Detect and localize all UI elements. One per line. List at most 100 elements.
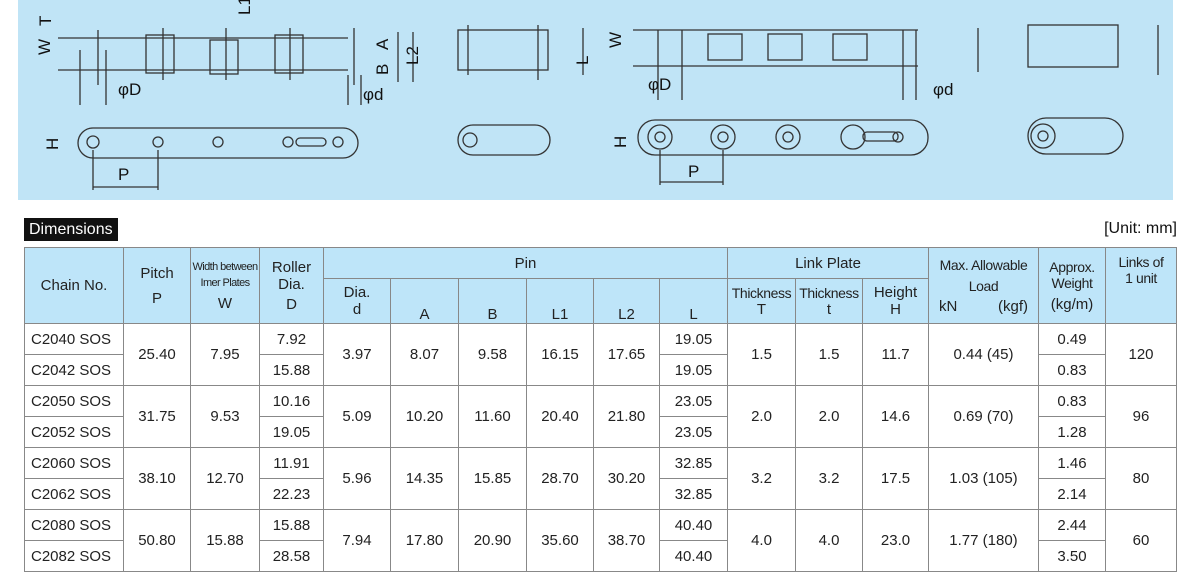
weight: 3.50 — [1038, 540, 1106, 572]
chain-no: C2080 SOS — [24, 509, 124, 541]
pitch: 38.10 — [123, 447, 191, 510]
weight: 1.46 — [1038, 447, 1106, 479]
roller-dia: 15.88 — [259, 354, 324, 386]
thickness-T: 1.5 — [727, 323, 796, 386]
header-B: B — [458, 278, 527, 324]
roller-dia: 28.58 — [259, 540, 324, 572]
table-row: C2060 SOS 38.10 12.70 11.91 5.96 14.35 15.85 28… — [24, 447, 1177, 510]
pin-a: 10.20 — [390, 385, 459, 448]
width-w: 15.88 — [190, 509, 260, 572]
label-P-2: P — [688, 162, 699, 181]
thickness-t: 3.2 — [795, 447, 863, 510]
label-H: H — [43, 138, 62, 150]
max-load: 1.77 (180) — [928, 509, 1039, 572]
weight: 0.83 — [1038, 354, 1106, 386]
label-A: A — [373, 38, 392, 50]
chain-no: C2052 SOS — [24, 416, 124, 448]
thickness-T: 2.0 — [727, 385, 796, 448]
width-w: 7.95 — [190, 323, 260, 386]
height-H: 23.0 — [862, 509, 929, 572]
label-phid-2: φd — [933, 80, 953, 99]
pin-l: 23.05 — [659, 416, 728, 448]
header-width: Width between Imer Plates W — [190, 247, 260, 324]
label-L1: L1 — [235, 0, 254, 15]
max-load: 0.44 (45) — [928, 323, 1039, 386]
links: 60 — [1105, 509, 1177, 572]
header-pin-dia: Dia. d — [323, 278, 391, 324]
height-H: 11.7 — [862, 323, 929, 386]
label-T: T — [36, 16, 55, 26]
pin-l2: 17.65 — [593, 323, 660, 386]
pin-l: 40.40 — [659, 509, 728, 541]
weight: 0.83 — [1038, 385, 1106, 417]
chain-no: C2050 SOS — [24, 385, 124, 417]
max-load: 1.03 (105) — [928, 447, 1039, 510]
header-thickness-t: Thickness t — [795, 278, 863, 324]
section-title: Dimensions — [24, 218, 118, 241]
thickness-t: 2.0 — [795, 385, 863, 448]
pin-a: 17.80 — [390, 509, 459, 572]
pitch: 50.80 — [123, 509, 191, 572]
table-row: C2080 SOS 50.80 15.88 15.88 7.94 17.80 20.90 35… — [24, 509, 1177, 572]
width-w: 9.53 — [190, 385, 260, 448]
label-W-2: W — [606, 32, 625, 48]
max-load: 0.69 (70) — [928, 385, 1039, 448]
roller-dia: 15.88 — [259, 509, 324, 541]
pin-l2: 30.20 — [593, 447, 660, 510]
header-link-plate: Link Plate — [727, 247, 929, 279]
links: 96 — [1105, 385, 1177, 448]
chain-diagram: W T L1 φD φd A B L2 L H P W φD φd P H — [18, 0, 1173, 200]
table-row: C2042 SOS 15.88 19.05 0.83 — [24, 354, 1177, 386]
pin-l2: 38.70 — [593, 509, 660, 572]
table-row: C2050 SOS 31.75 9.53 10.16 5.09 10.20 11.60 20.… — [24, 385, 1177, 448]
pin-dia: 5.09 — [323, 385, 391, 448]
pin-b: 20.90 — [458, 509, 527, 572]
pin-l: 40.40 — [659, 540, 728, 572]
pin-dia: 5.96 — [323, 447, 391, 510]
pin-dia: 7.94 — [323, 509, 391, 572]
pin-a: 14.35 — [390, 447, 459, 510]
chain-no: C2062 SOS — [24, 478, 124, 510]
label-phiD: φD — [118, 80, 141, 99]
unit-label: [Unit: mm] — [1104, 220, 1177, 237]
header-pin: Pin — [323, 247, 728, 279]
thickness-t: 1.5 — [795, 323, 863, 386]
header-load: Max. Allowable Load kN (kgf) — [928, 247, 1039, 324]
table-row: C2040 SOS 25.40 7.95 7.92 3.97 8.07 9.58 16.15 1… — [24, 323, 1177, 386]
pin-b: 15.85 — [458, 447, 527, 510]
label-phiD-2: φD — [648, 75, 671, 94]
links: 80 — [1105, 447, 1177, 510]
chain-no: C2040 SOS — [24, 323, 124, 355]
width-w: 12.70 — [190, 447, 260, 510]
chain-drawing: W T L1 φD φd A B L2 L H P W φD φd P H — [35, 0, 1159, 190]
pitch: 25.40 — [123, 323, 191, 386]
pin-b: 9.58 — [458, 323, 527, 386]
pin-l1: 35.60 — [526, 509, 594, 572]
weight: 2.44 — [1038, 509, 1106, 541]
roller-dia: 7.92 — [259, 323, 324, 355]
pin-l1: 28.70 — [526, 447, 594, 510]
header-links: Links of 1 unit — [1105, 247, 1177, 324]
label-H-2: H — [611, 136, 630, 148]
label-phid: φd — [363, 85, 383, 104]
roller-dia: 11.91 — [259, 447, 324, 479]
label-L: L — [573, 56, 592, 65]
roller-dia: 10.16 — [259, 385, 324, 417]
label-P: P — [118, 165, 129, 184]
weight: 2.14 — [1038, 478, 1106, 510]
pitch: 31.75 — [123, 385, 191, 448]
chain-no: C2042 SOS — [24, 354, 124, 386]
table-row: C2082 SOS 28.58 40.40 3.50 — [24, 540, 1177, 572]
pin-l1: 16.15 — [526, 323, 594, 386]
pin-l: 32.85 — [659, 447, 728, 479]
pin-l1: 20.40 — [526, 385, 594, 448]
header-roller: Roller Dia. D — [259, 247, 324, 324]
roller-dia: 22.23 — [259, 478, 324, 510]
height-H: 14.6 — [862, 385, 929, 448]
pin-l: 32.85 — [659, 478, 728, 510]
header-chain-no: Chain No. — [24, 247, 124, 324]
dimensions-table: Chain No. Pitch P Width between Imer Plate… — [24, 247, 1177, 572]
pin-l2: 21.80 — [593, 385, 660, 448]
pin-l: 19.05 — [659, 323, 728, 355]
header-L2: L2 — [593, 278, 660, 324]
